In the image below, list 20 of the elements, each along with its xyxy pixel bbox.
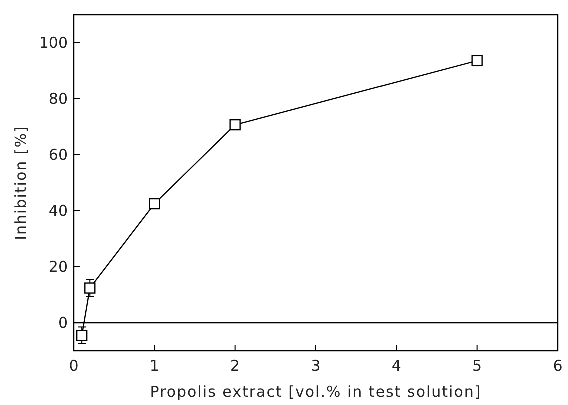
y-tick-label: 40 xyxy=(48,202,68,220)
y-axis-title: Inhibition [%] xyxy=(12,126,30,240)
y-tick-label: 80 xyxy=(48,90,68,108)
x-tick-label: 4 xyxy=(392,357,402,375)
point xyxy=(76,330,88,342)
x-tick-label: 3 xyxy=(311,357,321,375)
point xyxy=(149,198,160,210)
x-tick-label: 1 xyxy=(150,357,160,375)
x-tick-label: 2 xyxy=(230,357,240,375)
y-tick-label: 0 xyxy=(58,314,68,332)
y-tick-label: 100 xyxy=(39,34,68,52)
point xyxy=(472,55,483,67)
y-tick-label: 60 xyxy=(48,146,68,164)
point xyxy=(230,119,241,131)
x-tick-label: 0 xyxy=(69,357,79,375)
x-tick-label: 6 xyxy=(553,357,563,375)
y-tick-label: 20 xyxy=(48,258,68,276)
point xyxy=(84,282,96,294)
x-tick-label: 5 xyxy=(472,357,482,375)
x-axis-title: Propolis extract [vol.% in test solution] xyxy=(150,383,482,401)
